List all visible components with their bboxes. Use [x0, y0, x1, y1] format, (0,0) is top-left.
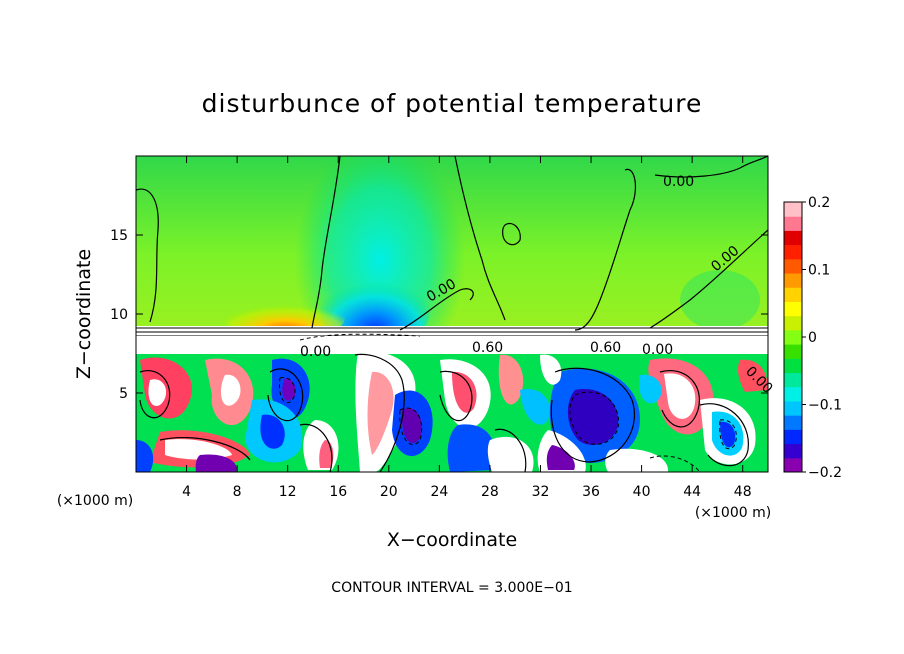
- x-tick-label-0: 4: [182, 484, 191, 500]
- colorbar-segment-2: [784, 429, 802, 445]
- chart-title: disturbunce of potential temperature: [202, 89, 703, 118]
- contour-interval-note: CONTOUR INTERVAL = 3.000E−01: [331, 580, 572, 596]
- contour-label-0: 0.00: [663, 174, 694, 190]
- y-tick-label-2: 15: [110, 228, 128, 244]
- colorbar-segment-7: [784, 358, 802, 374]
- colorbar-segment-14: [784, 258, 802, 274]
- contour-label-5: 0.60: [590, 340, 621, 356]
- x-tick-label-4: 20: [380, 484, 398, 500]
- x-tick-label-8: 36: [582, 484, 600, 500]
- colorbar-label-3: −0.1: [808, 398, 842, 414]
- colorbar-segment-1: [784, 443, 802, 459]
- colorbar-segment-5: [784, 386, 802, 402]
- colorbar-label-4: −0.2: [808, 465, 842, 481]
- contour-label-4: 0.60: [472, 340, 503, 356]
- colorbar-segment-15: [784, 244, 802, 260]
- teal-patch: [680, 270, 760, 330]
- x-tick-label-2: 12: [279, 484, 297, 500]
- contour-label-3: 0.00: [300, 344, 331, 360]
- x-tick-label-1: 8: [233, 484, 242, 500]
- stable-layer-band: [136, 326, 768, 336]
- y-tick-label-1: 10: [110, 307, 128, 323]
- x-tick-label-5: 24: [430, 484, 448, 500]
- colorbar: 0.2 0.1 0 −0.1 −0.2: [783, 195, 842, 481]
- x-tick-label-9: 40: [633, 484, 651, 500]
- colorbar-segment-9: [784, 329, 802, 345]
- colorbar-segment-6: [784, 372, 802, 388]
- colorbar-segment-16: [784, 230, 802, 246]
- colorbar-segment-4: [784, 400, 802, 416]
- colorbar-label-1: 0.1: [808, 263, 830, 279]
- x-tick-label-6: 28: [481, 484, 499, 500]
- x-tick-label-7: 32: [532, 484, 550, 500]
- colorbar-segment-12: [784, 287, 802, 302]
- contour-label-6: 0.00: [642, 342, 673, 358]
- colorbar-label-2: 0: [808, 330, 817, 346]
- colorbar-segment-11: [784, 301, 802, 317]
- inversion-strip: [136, 336, 768, 354]
- colorbar-segment-3: [784, 415, 802, 430]
- heatmap-field: [136, 156, 768, 472]
- colorbar-segment-0: [784, 457, 802, 473]
- y-axis-unit: (×1000 m): [57, 493, 133, 509]
- contour-lines: [136, 156, 768, 472]
- x-tick-label-10: 44: [683, 484, 701, 500]
- colorbar-segment-13: [784, 273, 802, 288]
- colorbar-segment-8: [784, 344, 802, 359]
- turbulence-cells: [136, 351, 768, 472]
- y-axis-title: Z−coordinate: [73, 249, 95, 379]
- x-axis-unit: (×1000 m): [695, 505, 771, 521]
- x-tick-label-3: 16: [329, 484, 347, 500]
- colorbar-segment-10: [784, 315, 802, 331]
- colorbar-segment-17: [784, 216, 802, 231]
- negative-contours: [279, 333, 737, 472]
- colorbar-segment-18: [784, 202, 802, 217]
- colorbar-label-0: 0.2: [808, 195, 830, 211]
- x-tick-label-11: 48: [734, 484, 752, 500]
- x-axis-title: X−coordinate: [387, 529, 517, 551]
- y-tick-label-0: 5: [119, 386, 128, 402]
